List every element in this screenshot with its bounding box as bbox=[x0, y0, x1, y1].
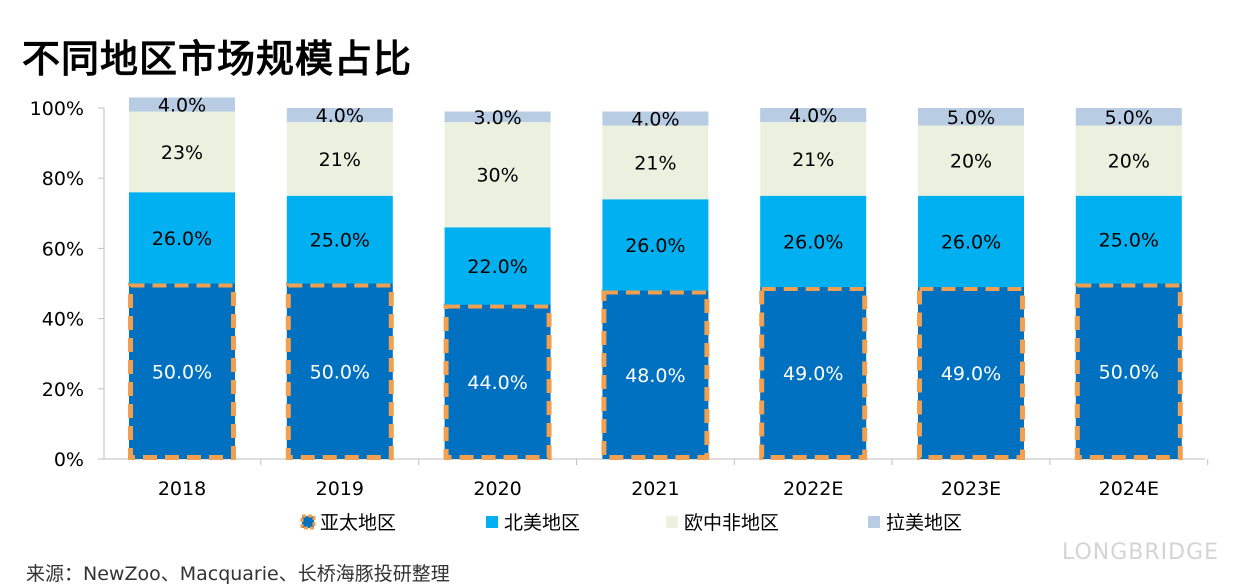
data-label-latam: 5.0% bbox=[947, 107, 995, 129]
data-label-apac: 48.0% bbox=[625, 365, 685, 387]
bar-apac-dashed-border bbox=[128, 282, 236, 460]
bar-latam bbox=[602, 111, 709, 126]
x-tick-label: 2018 bbox=[158, 478, 206, 500]
source-note: 来源：NewZoo、Macquarie、长桥海豚投研整理 bbox=[26, 563, 450, 585]
bar-apac-dashed-border bbox=[601, 289, 710, 460]
x-tick-label: 2020 bbox=[473, 478, 521, 500]
bar-na bbox=[444, 227, 551, 305]
bar-emea bbox=[1075, 125, 1182, 196]
bar-na bbox=[918, 195, 1024, 288]
data-label-na: 26.0% bbox=[152, 228, 212, 250]
data-label-latam: 4.0% bbox=[158, 94, 206, 116]
data-label-emea: 30% bbox=[476, 165, 518, 187]
x-axis-ticks: 2018 2019 2020 2021 2022E 2023E 2024E bbox=[158, 478, 1159, 500]
y-tick-label: 60% bbox=[42, 238, 84, 260]
bar-na bbox=[286, 195, 393, 284]
y-tick-label: 0% bbox=[54, 449, 84, 471]
legend-swatch-na bbox=[486, 516, 498, 528]
y-tick-label: 40% bbox=[42, 309, 84, 331]
data-label-apac: 49.0% bbox=[941, 363, 1001, 385]
legend-label-emea: 欧中非地区 bbox=[684, 512, 779, 534]
y-tick-label: 80% bbox=[42, 168, 84, 190]
bar-latam bbox=[444, 111, 551, 123]
x-tick-label: 2019 bbox=[316, 478, 364, 500]
data-label-emea: 21% bbox=[319, 149, 361, 171]
data-label-latam: 3.0% bbox=[473, 107, 521, 129]
bar-latam bbox=[286, 108, 393, 123]
bar-apac-dashed-border bbox=[285, 282, 394, 460]
data-label-apac: 50.0% bbox=[310, 361, 370, 383]
bar-emea bbox=[129, 111, 235, 193]
data-label-na: 25.0% bbox=[1099, 230, 1159, 252]
legend-swatch-emea bbox=[666, 516, 678, 528]
x-tick-label: 2024E bbox=[1099, 478, 1159, 500]
data-label-emea: 21% bbox=[792, 149, 834, 171]
legend-swatch-latam bbox=[868, 516, 880, 528]
bar-apac-dashed-border bbox=[1074, 282, 1183, 460]
data-label-apac: 44.0% bbox=[467, 372, 527, 394]
bar-emea bbox=[918, 125, 1024, 196]
chart-title: 不同地区市场规模占比 bbox=[22, 37, 413, 81]
bar-na bbox=[602, 199, 709, 291]
x-tick-label: 2021 bbox=[631, 478, 679, 500]
data-label-na: 22.0% bbox=[467, 256, 527, 278]
bar-apac bbox=[444, 304, 551, 459]
bar-apac bbox=[760, 287, 867, 459]
data-label-emea: 21% bbox=[634, 152, 676, 174]
bar-na bbox=[760, 195, 867, 288]
bar-apac bbox=[1075, 283, 1182, 459]
legend-label-apac: 亚太地区 bbox=[320, 512, 396, 534]
x-tick-label: 2022E bbox=[783, 478, 843, 500]
chart-bars bbox=[128, 97, 1183, 461]
bar-latam bbox=[1075, 108, 1182, 126]
bar-apac-dashed-border bbox=[759, 286, 868, 461]
data-label-emea: 20% bbox=[1108, 151, 1150, 173]
legend-label-latam: 拉美地区 bbox=[886, 512, 962, 534]
data-label-latam: 4.0% bbox=[316, 105, 364, 127]
bar-latam bbox=[918, 108, 1024, 126]
data-label-na: 26.0% bbox=[625, 235, 685, 257]
data-label-latam: 4.0% bbox=[789, 105, 837, 127]
y-tick-label: 20% bbox=[42, 379, 84, 401]
x-tick-label: 2023E bbox=[941, 478, 1001, 500]
brand-watermark: LONGBRIDGE bbox=[1062, 540, 1220, 565]
bar-latam bbox=[129, 97, 235, 112]
bar-apac bbox=[129, 283, 235, 459]
data-label-na: 26.0% bbox=[941, 231, 1001, 253]
bar-emea bbox=[286, 122, 393, 196]
bar-emea bbox=[602, 125, 709, 200]
data-label-latam: 5.0% bbox=[1105, 107, 1153, 129]
bar-latam bbox=[760, 108, 867, 123]
y-tick-label: 100% bbox=[30, 98, 84, 120]
bar-na bbox=[129, 192, 235, 284]
bar-apac bbox=[918, 287, 1024, 459]
data-label-na: 26.0% bbox=[783, 231, 843, 253]
chart-data-labels: 50.0% 26.0% 23% 4.0% 50.0% 25.0% 21% 4.0% 44.0% 2… bbox=[152, 94, 1159, 393]
data-label-na: 25.0% bbox=[310, 230, 370, 252]
bar-apac bbox=[602, 290, 709, 459]
bar-apac-dashed-border bbox=[443, 303, 552, 460]
bar-emea bbox=[444, 122, 551, 228]
bar-na bbox=[1075, 195, 1182, 284]
bar-emea bbox=[760, 122, 867, 196]
data-label-apac: 49.0% bbox=[783, 363, 843, 385]
data-label-emea: 23% bbox=[161, 142, 203, 164]
legend-swatch-apac bbox=[300, 514, 316, 530]
data-label-apac: 50.0% bbox=[1099, 361, 1159, 383]
bar-apac-dashed-border bbox=[917, 286, 1025, 461]
chart-legend: 亚太地区 北美地区 欧中非地区 拉美地区 bbox=[300, 512, 962, 534]
data-label-latam: 4.0% bbox=[631, 109, 679, 131]
data-label-emea: 20% bbox=[950, 151, 992, 173]
bar-apac bbox=[286, 283, 393, 459]
legend-label-na: 北美地区 bbox=[504, 512, 580, 534]
data-label-apac: 50.0% bbox=[152, 361, 212, 383]
